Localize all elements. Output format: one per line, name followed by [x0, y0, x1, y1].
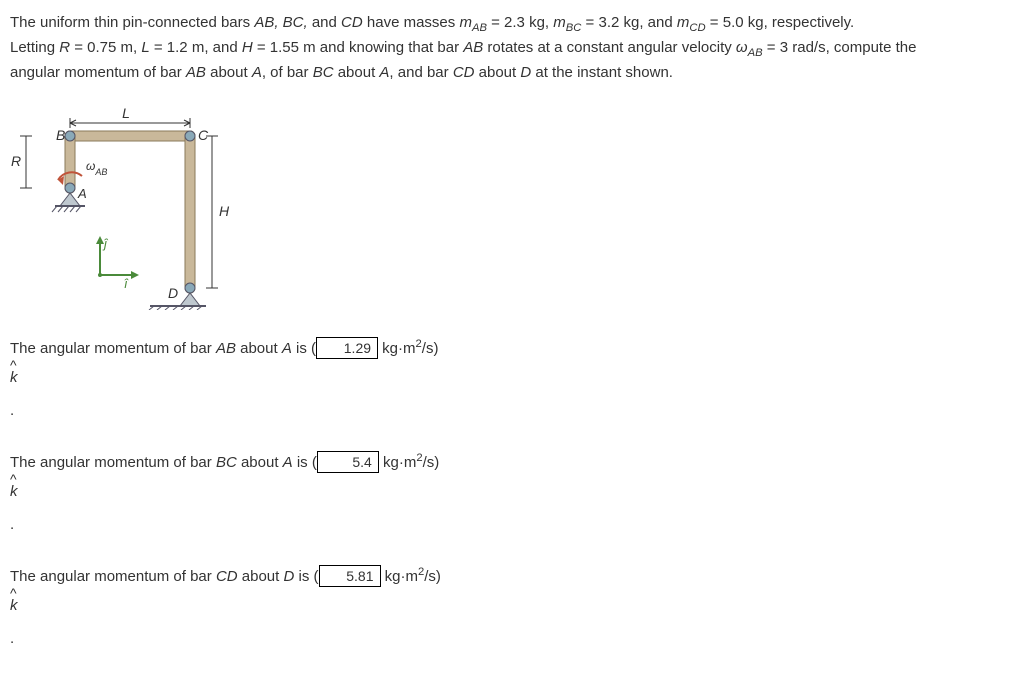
text: = 3.2 kg, and: [581, 14, 677, 31]
text: is (: [293, 454, 317, 471]
answer-1-input[interactable]: 1.29: [316, 337, 378, 359]
text: is (: [294, 568, 318, 585]
text: AB: [748, 47, 763, 59]
text: A: [252, 64, 262, 81]
text: have masses: [363, 14, 460, 31]
label-D: D: [168, 285, 178, 301]
text: about: [236, 340, 282, 357]
text: BC: [216, 454, 237, 471]
text: CD: [689, 22, 705, 34]
text: .: [10, 625, 1014, 652]
text: H: [242, 39, 253, 56]
text: The angular momentum of bar: [10, 454, 216, 471]
answer-2-input[interactable]: 5.4: [317, 451, 379, 473]
text: about: [238, 568, 284, 585]
text: m: [677, 14, 690, 31]
text: R: [59, 39, 70, 56]
text: /s): [424, 568, 441, 585]
text: about: [334, 64, 380, 81]
answer-1: The angular momentum of bar AB about A i…: [10, 334, 1014, 424]
unit-vector-k: k: [10, 364, 22, 391]
text: = 3 rad/s, compute the: [763, 39, 917, 56]
pin-D: [185, 283, 195, 293]
text: L: [141, 39, 149, 56]
bar-BC: [65, 131, 195, 141]
text: , of bar: [262, 64, 313, 81]
text: kg·m: [378, 340, 416, 357]
text: = 2.3 kg,: [487, 14, 553, 31]
text: Letting: [10, 39, 59, 56]
text: m: [553, 14, 566, 31]
text: CD: [341, 14, 363, 31]
label-j: ĵ: [102, 236, 109, 251]
text: CD: [453, 64, 475, 81]
text: AB: [186, 64, 206, 81]
text: BC: [566, 22, 582, 34]
text: m: [459, 14, 472, 31]
mechanism-figure: L R H B C A D ωAB ĵ î: [10, 100, 230, 310]
text: AB: [216, 340, 236, 357]
unit-vector-k: k: [10, 478, 22, 505]
pin-C: [185, 131, 195, 141]
text: , and bar: [389, 64, 452, 81]
label-L: L: [122, 105, 130, 121]
text: angular momentum of bar: [10, 64, 186, 81]
text: = 0.75 m,: [70, 39, 141, 56]
answer-3-input[interactable]: 5.81: [319, 565, 381, 587]
text: AB: [463, 39, 483, 56]
text: A: [379, 64, 389, 81]
support-A: [60, 193, 80, 206]
text: kg·m: [381, 568, 419, 585]
text: /s): [422, 340, 439, 357]
label-B: B: [56, 127, 65, 143]
text: D: [283, 568, 294, 585]
answer-3: The angular momentum of bar CD about D i…: [10, 562, 1014, 652]
text: AB: [472, 22, 487, 34]
support-D: [180, 293, 200, 306]
text: .: [10, 511, 1014, 538]
text: at the instant shown.: [531, 64, 673, 81]
text: AB, BC,: [254, 14, 307, 31]
text: CD: [216, 568, 238, 585]
text: about: [206, 64, 252, 81]
text: /s): [423, 454, 440, 471]
text: A: [282, 340, 292, 357]
pin-B: [65, 131, 75, 141]
bar-CD: [185, 131, 195, 293]
text: rotates at a constant angular velocity: [483, 39, 736, 56]
text: is (: [292, 340, 316, 357]
text: and: [308, 14, 341, 31]
text: The uniform thin pin-connected bars: [10, 14, 254, 31]
text: about: [474, 64, 520, 81]
text: kg·m: [379, 454, 417, 471]
text: = 1.55 m and knowing that bar: [253, 39, 464, 56]
label-omegaAB: ωAB: [86, 159, 107, 177]
answer-2: The angular momentum of bar BC about A i…: [10, 448, 1014, 538]
text: D: [520, 64, 531, 81]
text: The angular momentum of bar: [10, 568, 216, 585]
text: = 1.2 m, and: [150, 39, 242, 56]
label-A: A: [77, 186, 87, 201]
text: about: [237, 454, 283, 471]
figure-svg: L R H B C A D ωAB ĵ î: [10, 100, 230, 310]
text: ω: [736, 39, 748, 56]
text: = 5.0 kg, respectively.: [706, 14, 855, 31]
label-R: R: [11, 153, 21, 169]
unit-vector-k: k: [10, 592, 22, 619]
label-C: C: [198, 127, 209, 143]
label-i: î: [124, 276, 129, 291]
text: A: [283, 454, 293, 471]
text: .: [10, 397, 1014, 424]
text: The angular momentum of bar: [10, 340, 216, 357]
text: BC: [313, 64, 334, 81]
pin-A: [65, 183, 75, 193]
problem-statement: The uniform thin pin-connected bars AB, …: [10, 12, 1014, 84]
label-H: H: [219, 203, 230, 219]
